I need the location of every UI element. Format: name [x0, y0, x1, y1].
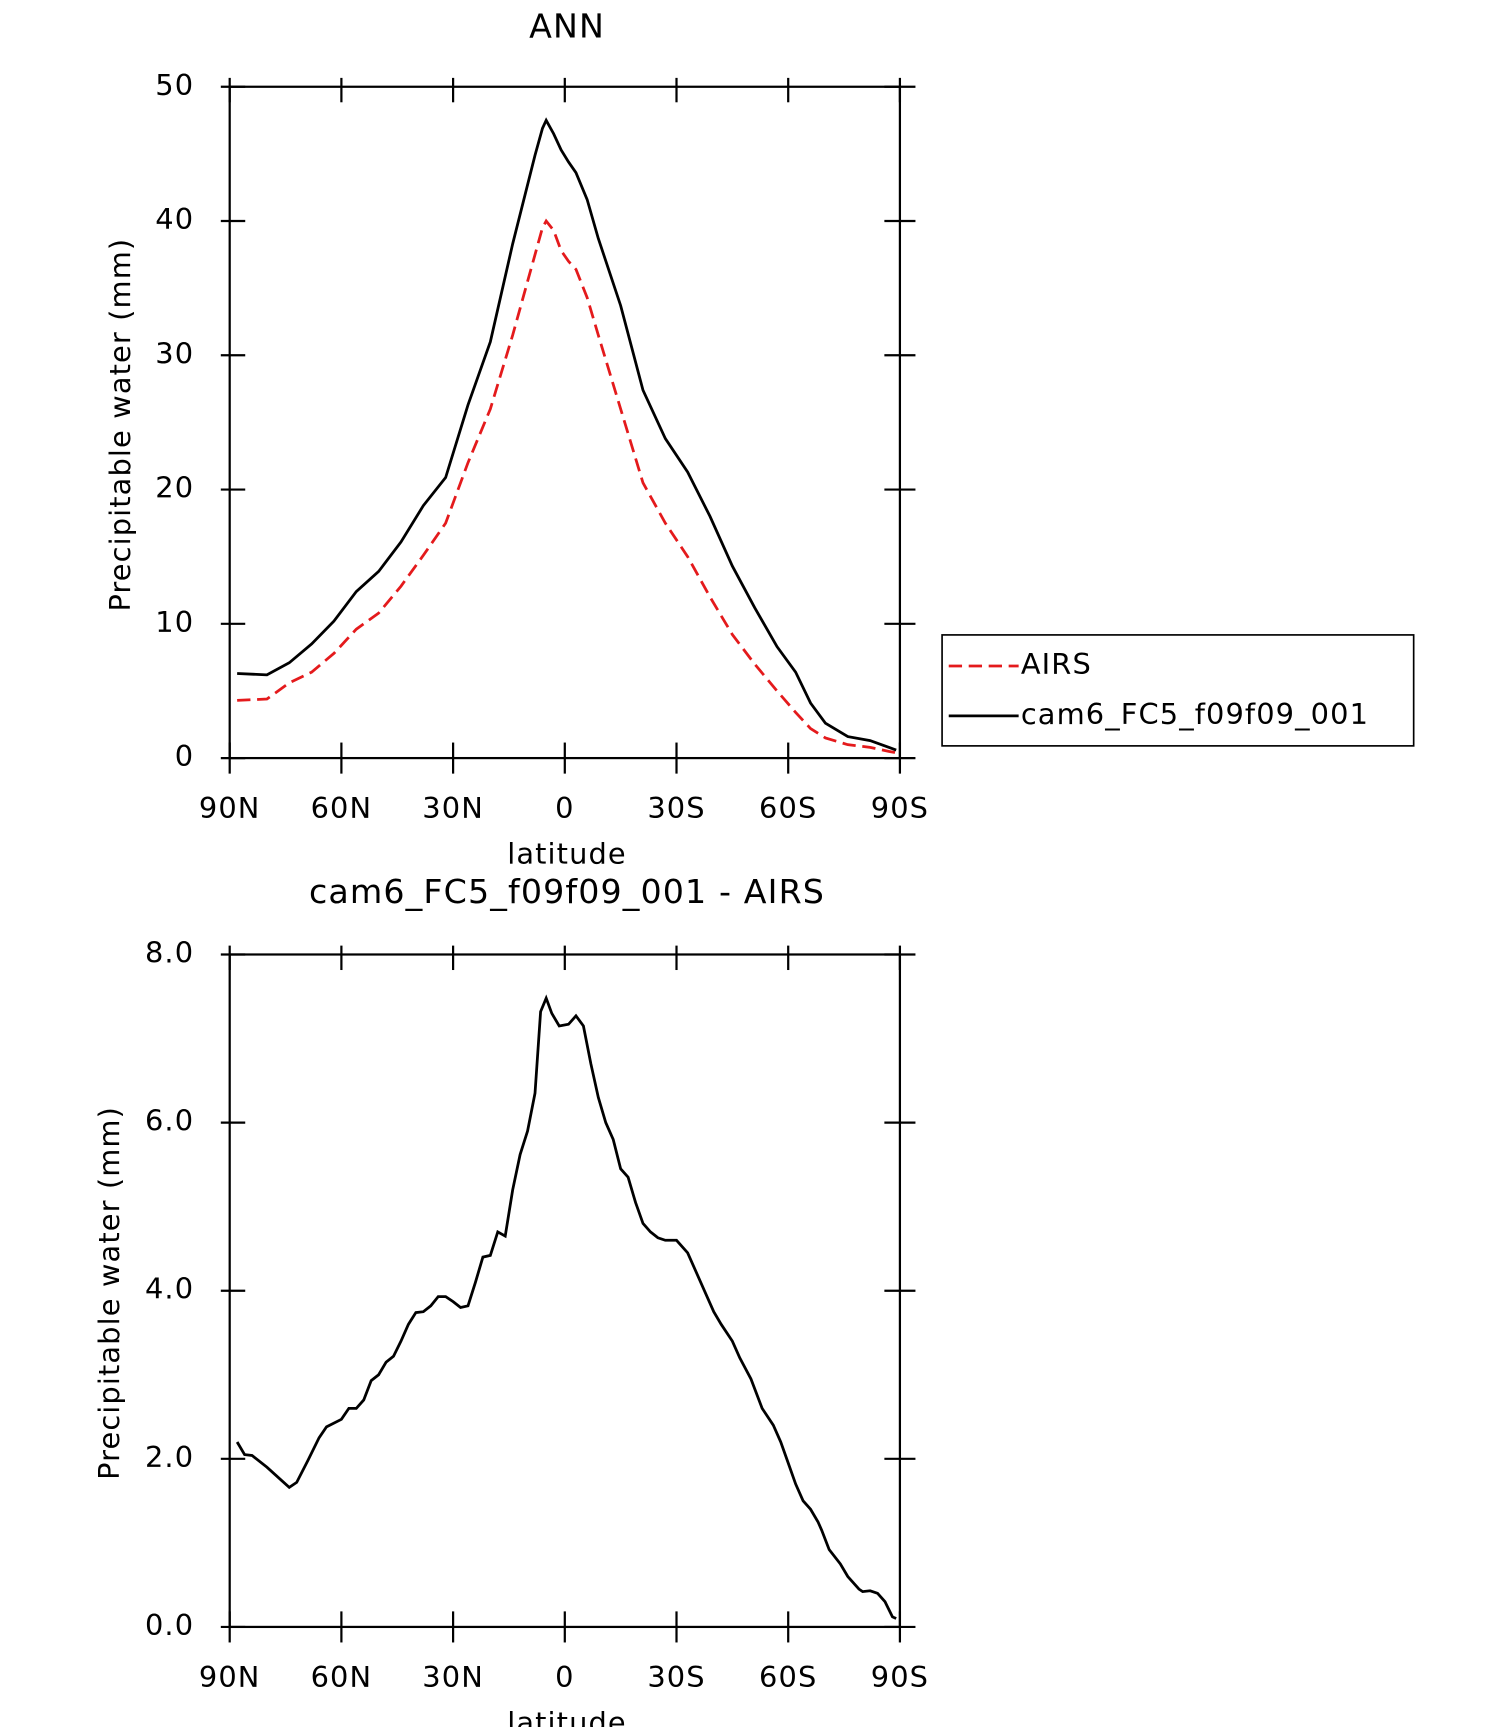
x-axis-label: latitude — [507, 1706, 627, 1727]
y-tick-label: 50 — [155, 68, 194, 102]
plot-frame — [228, 953, 902, 1629]
x-tick-label: 60S — [759, 1660, 817, 1694]
y-tick-label: 20 — [155, 471, 194, 505]
legend-label: AIRS — [1021, 647, 1092, 681]
chart-title: ANN — [529, 6, 605, 45]
y-axis-label: Precipitable water (mm) — [103, 238, 137, 612]
x-tick-label: 90S — [871, 791, 929, 825]
legend-label: cam6_FC5_f09f09_001 — [1021, 697, 1369, 731]
legend: AIRS cam6_FC5_f09f09_001 — [941, 634, 1415, 747]
x-tick-label: 30N — [422, 1660, 484, 1694]
x-tick-label: 30N — [422, 791, 484, 825]
y-tick-label: 2.0 — [145, 1440, 194, 1474]
y-tick-label: 8.0 — [145, 935, 194, 969]
x-tick-label: 90N — [199, 1660, 261, 1694]
x-tick-label: 30S — [647, 1660, 705, 1694]
y-axis-label: Precipitable water (mm) — [92, 1106, 126, 1480]
legend-box — [941, 634, 1415, 747]
x-tick-label: 90S — [871, 1660, 929, 1694]
x-axis-label: latitude — [507, 837, 627, 871]
x-tick-label: 90N — [199, 791, 261, 825]
y-tick-label: 6.0 — [145, 1104, 194, 1138]
data-line — [235, 994, 897, 1620]
x-tick-label: 60S — [759, 791, 817, 825]
y-tick-label: 40 — [155, 202, 194, 236]
y-tick-label: 10 — [155, 605, 194, 639]
x-tick-label: 0 — [555, 1660, 574, 1694]
x-tick-label: 60N — [311, 1660, 373, 1694]
y-tick-label: 0.0 — [145, 1608, 194, 1642]
chart-title: cam6_FC5_f09f09_001 - AIRS — [309, 872, 825, 911]
x-tick-label: 30S — [647, 791, 705, 825]
y-tick-label: 4.0 — [145, 1272, 194, 1306]
data-line — [237, 218, 897, 755]
x-tick-label: 60N — [311, 791, 373, 825]
y-tick-label: 0 — [175, 739, 194, 773]
x-tick-label: 0 — [555, 791, 574, 825]
y-tick-label: 30 — [155, 336, 194, 370]
data-line — [237, 117, 897, 752]
